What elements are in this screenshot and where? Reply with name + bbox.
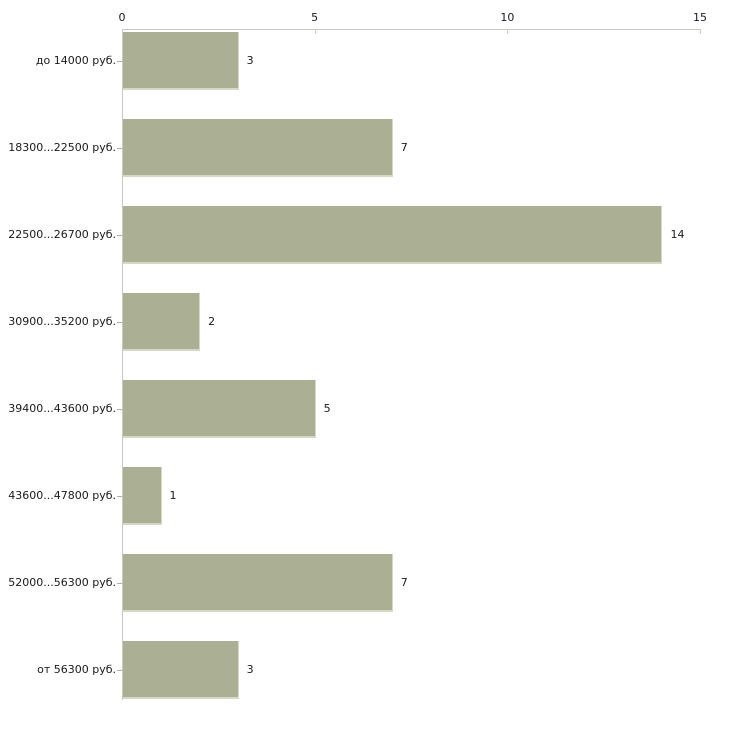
x-tick-label: 5: [311, 11, 319, 24]
bar-6: [123, 554, 393, 612]
y-tick-mark: [117, 496, 122, 497]
bar-3: [123, 293, 201, 351]
x-tick-mark: [507, 30, 509, 34]
category-label: 30900...35200 руб.: [8, 315, 116, 328]
bar-0: [123, 32, 239, 90]
y-tick-mark: [117, 670, 122, 671]
category-label: до 14000 руб.: [35, 54, 116, 67]
y-tick-mark: [117, 235, 122, 236]
x-tick-mark: [700, 30, 701, 34]
y-tick-mark: [117, 322, 122, 323]
category-label: 18300...22500 руб.: [8, 141, 116, 154]
bar-2: [123, 206, 663, 264]
x-tick-label: 10: [500, 11, 515, 24]
value-label: 2: [208, 315, 216, 328]
value-label: 5: [323, 402, 331, 415]
x-tick-mark: [314, 30, 316, 34]
category-label: 43600...47800 руб.: [8, 489, 116, 502]
value-label: 14: [670, 228, 685, 241]
bar-7: [123, 641, 239, 699]
value-label: 3: [246, 663, 254, 676]
y-tick-mark: [117, 61, 122, 62]
y-tick-mark: [117, 148, 122, 149]
value-label: 3: [246, 54, 254, 67]
category-label: от 56300 руб.: [37, 663, 116, 676]
x-tick-label: 15: [693, 11, 707, 24]
category-label: 22500...26700 руб.: [8, 228, 116, 241]
y-tick-mark: [117, 583, 122, 584]
bar-4: [123, 380, 316, 438]
x-axis-line: [122, 29, 701, 30]
bar-5: [123, 467, 162, 525]
value-label: 7: [400, 576, 408, 589]
category-label: 52000...56300 руб.: [8, 576, 116, 589]
value-label: 7: [400, 141, 408, 154]
y-tick-mark: [117, 409, 122, 410]
category-label: 39400...43600 руб.: [8, 402, 116, 415]
value-label: 1: [169, 489, 177, 502]
bar-1: [123, 119, 393, 177]
y-axis-line: [122, 29, 123, 700]
x-tick-label: 0: [118, 11, 126, 24]
